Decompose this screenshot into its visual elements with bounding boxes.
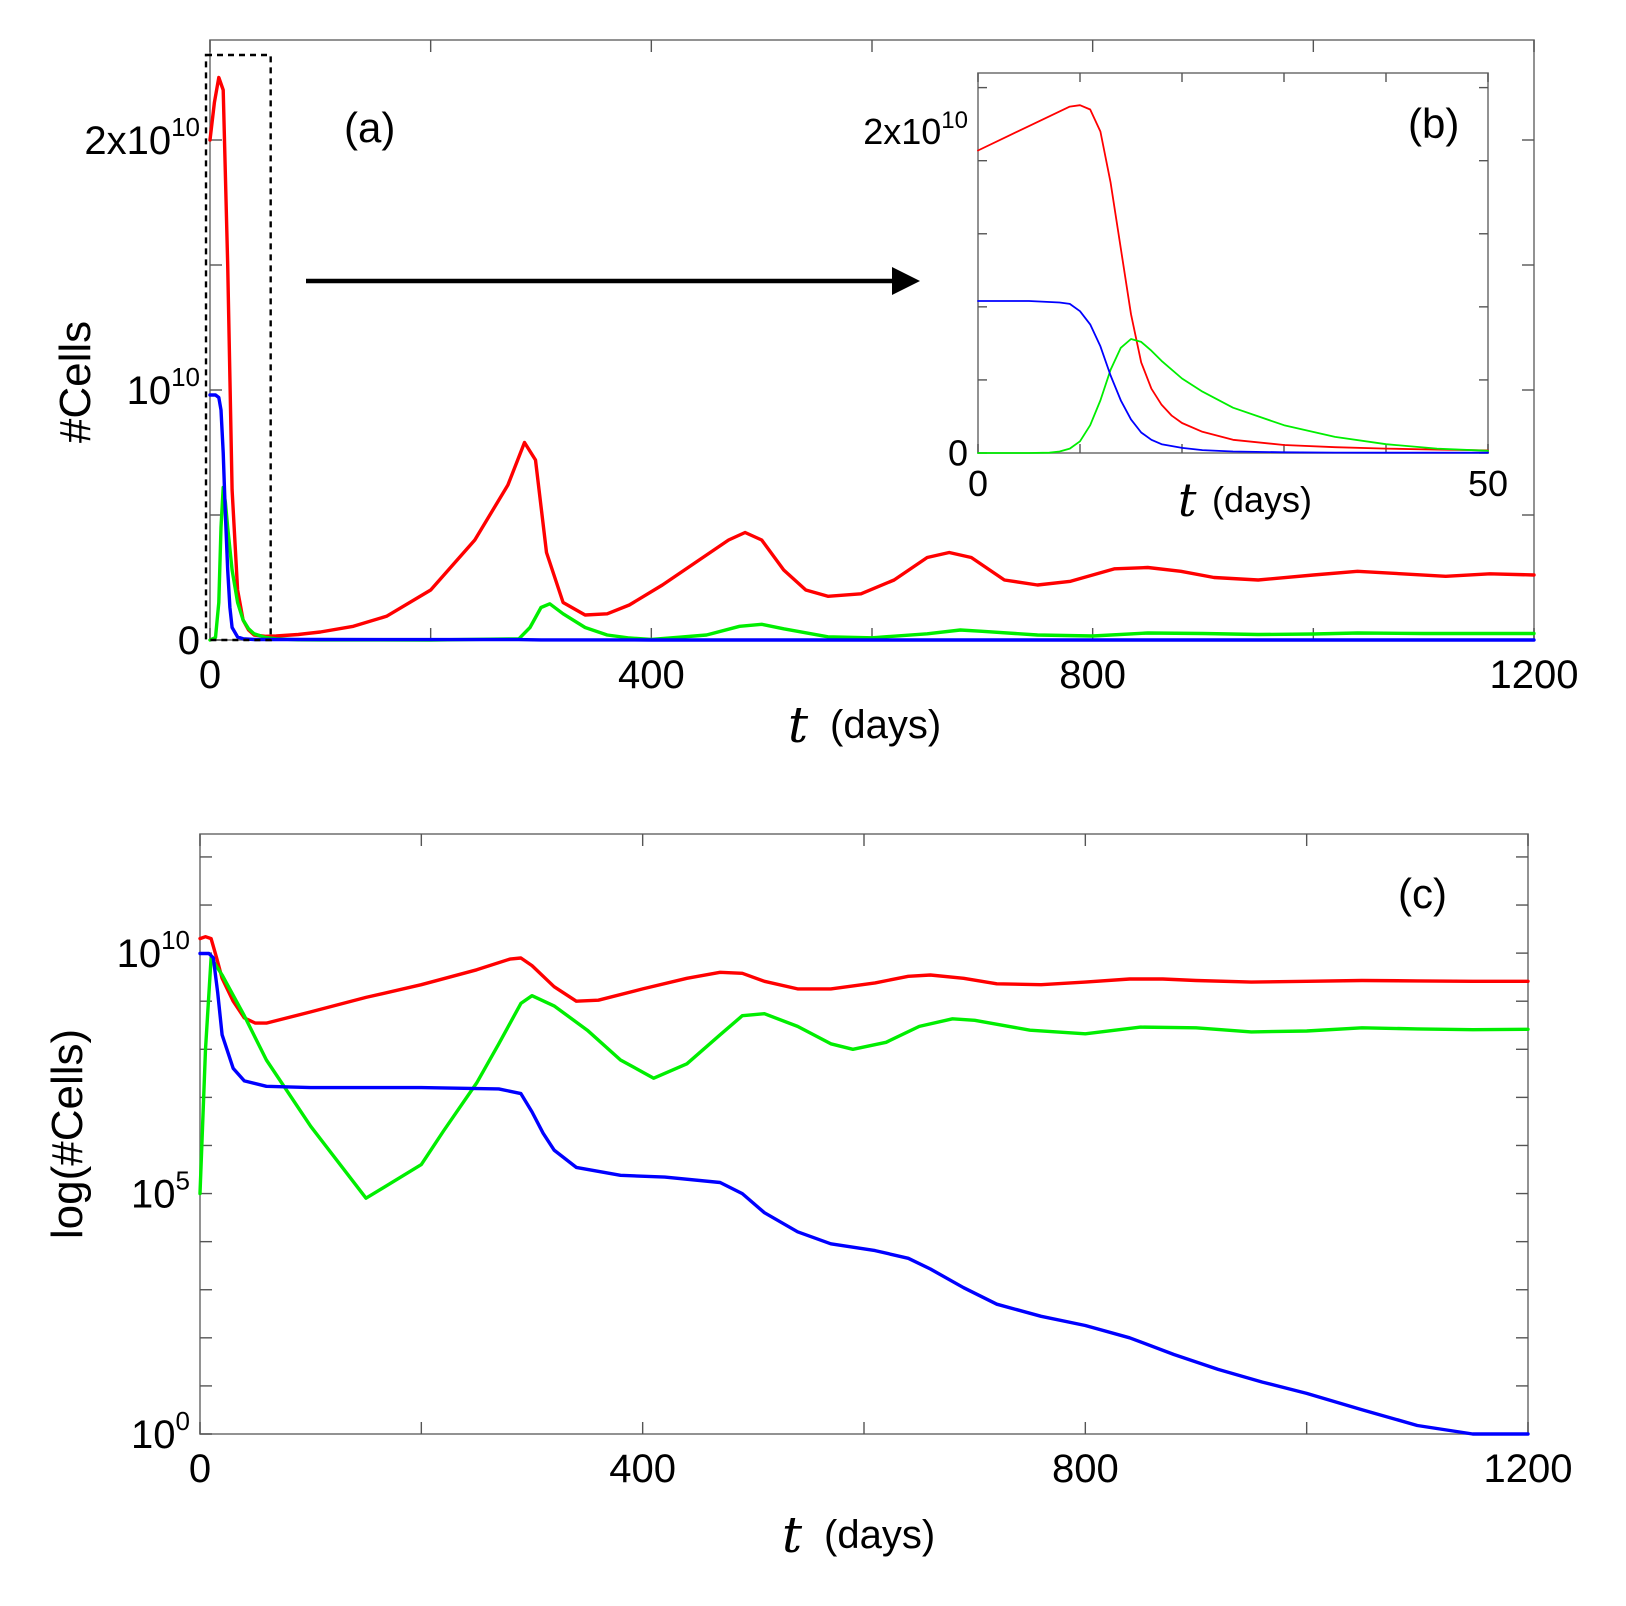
panel-a-label: (a) — [344, 104, 395, 151]
panel-c-x-axis-unit: (days) — [824, 1513, 935, 1557]
panel-c-ticks — [199, 834, 1529, 1435]
series-line-green — [198, 956, 1530, 1200]
x-tick-label: 0 — [199, 653, 221, 697]
panel-c-log-plot: 0 400 800 1200 100 105 1010 (c) log(#Cells) t … — [43, 833, 1573, 1564]
series-line-red — [198, 935, 1530, 1025]
y-tick-label: 1010 — [117, 925, 190, 976]
panel-b-x-axis-var: t — [1178, 473, 1197, 527]
zoom-region-box — [204, 53, 272, 642]
panel-a-x-axis-var: t — [788, 696, 809, 754]
series-line-red — [977, 104, 1489, 452]
panel-b-series — [977, 104, 1489, 454]
panel-c-x-axis-var: t — [782, 1506, 803, 1564]
panel-a-x-axis-unit: (days) — [830, 703, 941, 747]
panel-c-series — [198, 935, 1530, 1436]
y-tick-label: 1010 — [127, 362, 200, 413]
x-tick-label: 1200 — [1484, 1447, 1573, 1491]
panel-a-x-axis-label: t (days) — [788, 696, 941, 754]
panel-c-frame — [199, 833, 1529, 1435]
panel-b-x-axis-unit: (days) — [1212, 479, 1312, 520]
panel-b-label: (b) — [1408, 100, 1459, 147]
x-tick-label: 400 — [609, 1447, 676, 1491]
panel-a-y-axis-label: #Cells — [51, 321, 100, 443]
y-tick-label: 2x1010 — [863, 107, 968, 152]
panel-b-tick-labels: 0 50 0 2x1010 — [863, 107, 1508, 504]
x-tick-label: 50 — [1468, 463, 1508, 504]
y-tick-label: 0 — [948, 433, 968, 474]
y-tick-label: 100 — [131, 1406, 190, 1457]
panel-c-x-axis-label: t (days) — [782, 1506, 935, 1564]
panel-c-label: (c) — [1398, 870, 1447, 917]
panel-b-frame — [977, 72, 1489, 454]
panel-b-inset-plot: 0 50 0 2x1010 (b) t (days) — [863, 72, 1508, 527]
panel-c-tick-labels: 0 400 800 1200 100 105 1010 — [117, 925, 1573, 1491]
panel-c-y-axis-label: log(#Cells) — [43, 1029, 92, 1239]
x-tick-label: 800 — [1059, 653, 1126, 697]
panel-a-series — [208, 75, 1536, 642]
x-tick-label: 0 — [968, 463, 988, 504]
y-tick-label: 2x1010 — [84, 112, 200, 163]
x-tick-label: 1200 — [1490, 653, 1579, 697]
series-line-blue — [977, 300, 1489, 454]
y-tick-label: 0 — [178, 619, 200, 663]
x-tick-label: 0 — [189, 1447, 211, 1491]
series-line-blue — [198, 951, 1530, 1436]
x-tick-label: 400 — [618, 653, 685, 697]
x-tick-label: 800 — [1052, 1447, 1119, 1491]
panel-b-background — [978, 73, 1488, 453]
series-line-green — [208, 485, 1536, 642]
series-line-green — [977, 338, 1489, 454]
panel-b-x-axis-label: t (days) — [1178, 473, 1312, 527]
zoom-arrow-head — [892, 267, 920, 295]
y-tick-label: 105 — [131, 1166, 190, 1217]
panel-a-tick-labels: 0 400 800 1200 0 1010 2x1010 — [84, 112, 1578, 697]
series-line-blue — [208, 393, 1536, 642]
panel-a-main-plot: 0 400 800 1200 0 1010 2x1010 (a) #Cells t (day… — [51, 39, 1578, 754]
